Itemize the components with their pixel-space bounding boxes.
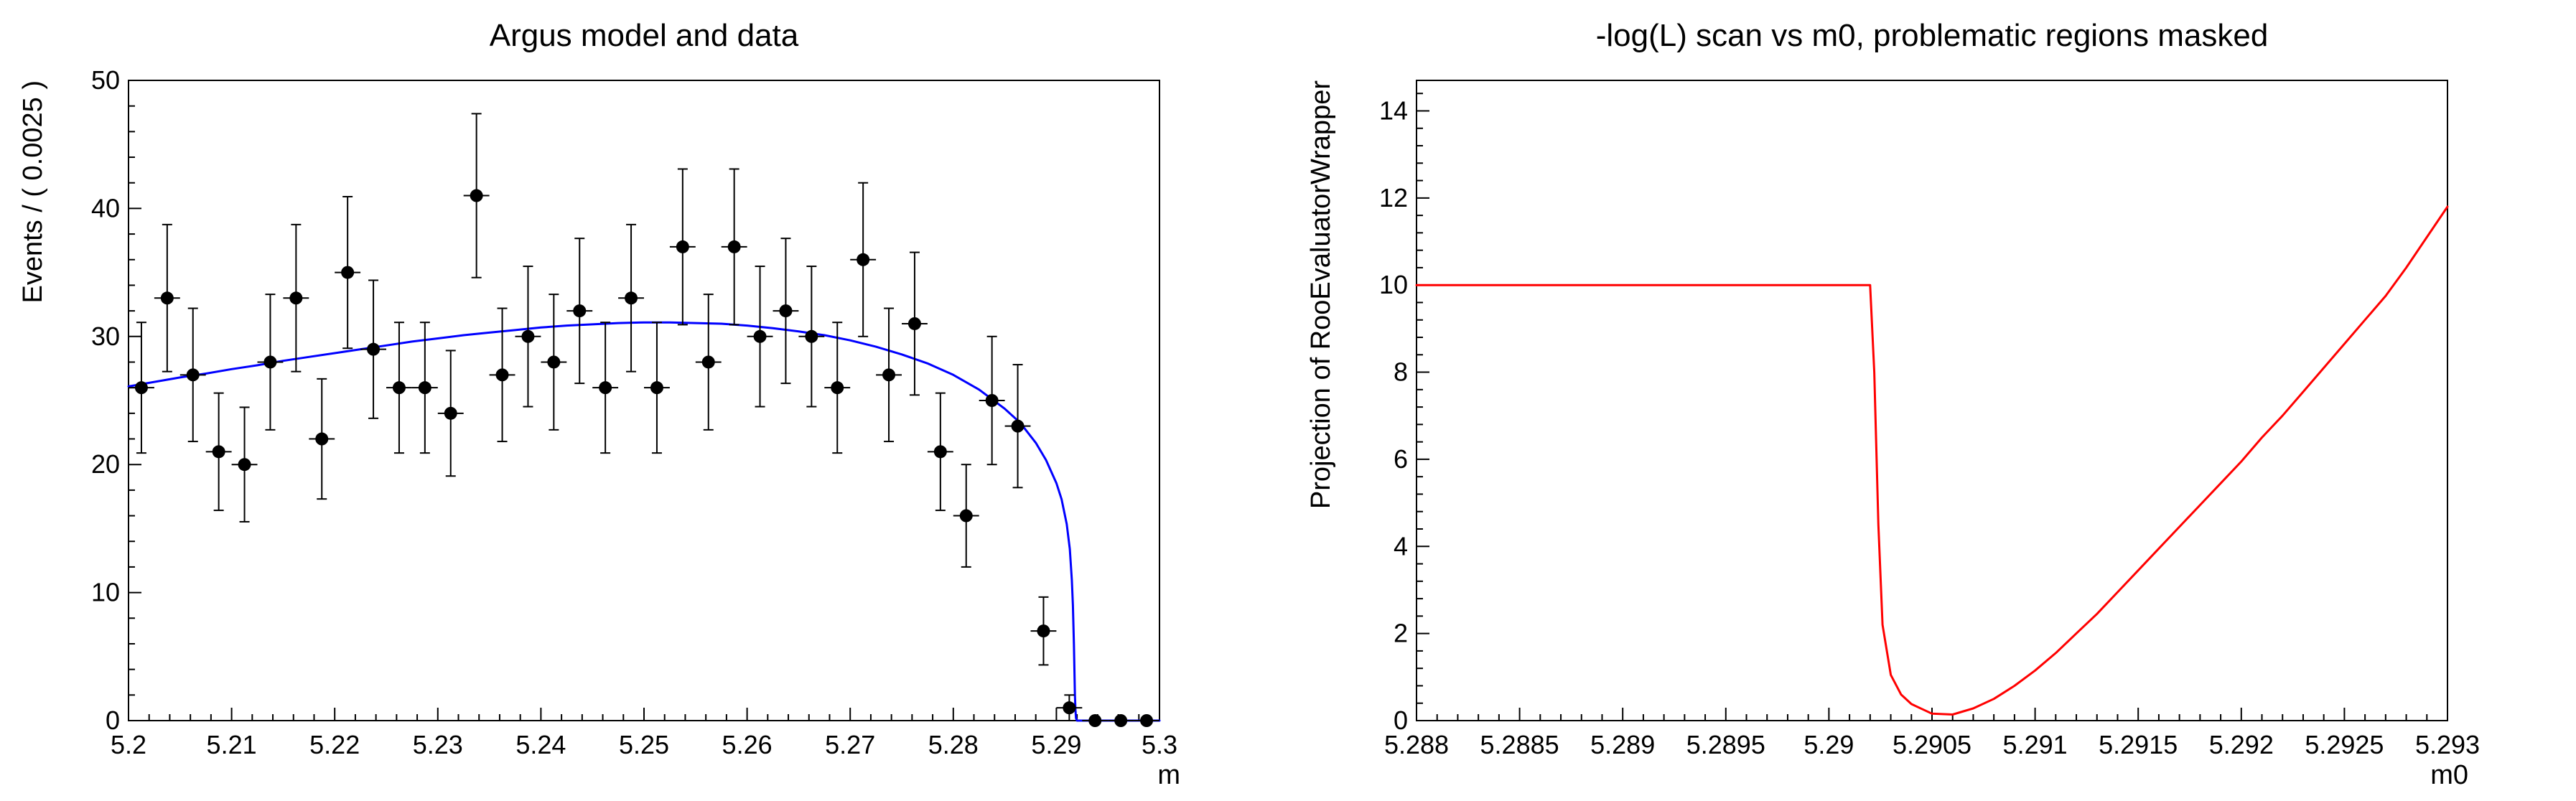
y-tick-label: 40: [91, 193, 120, 222]
y-tick-label: 4: [1394, 531, 1408, 561]
data-point-marker: [882, 368, 896, 382]
data-point-marker: [1114, 714, 1128, 727]
y-tick-label: 12: [1379, 183, 1408, 212]
y-tick-label: 2: [1394, 619, 1408, 648]
y-axis-title: Projection of RooEvaluatorWrapper: [1306, 80, 1336, 509]
x-tick-label: 5.2925: [2305, 730, 2384, 759]
curve-layer: [127, 321, 1161, 722]
y-tick-label: 50: [91, 65, 120, 95]
data-point-marker: [341, 266, 355, 279]
x-tick-label: 5.3: [1142, 730, 1177, 759]
x-tick-label: 5.293: [2415, 730, 2480, 759]
data-point-marker: [907, 317, 921, 330]
pad-nll-scan: -log(L) scan vs m0, problematic regions …: [1288, 0, 2576, 801]
data-point-marker: [418, 381, 431, 395]
x-tick-label: 5.26: [722, 730, 773, 759]
data-point-marker: [495, 368, 509, 382]
data-point-marker: [573, 304, 587, 318]
data-point-marker: [650, 381, 663, 395]
data-point-marker: [367, 342, 381, 356]
y-tick-label: 6: [1394, 444, 1408, 474]
data-point-marker: [238, 458, 251, 472]
x-tick-label: 5.288: [1384, 730, 1449, 759]
x-tick-label: 5.289: [1590, 730, 1655, 759]
data-point-marker: [676, 240, 689, 253]
x-tick-label: 5.28: [928, 730, 979, 759]
x-tick-label: 5.29: [1031, 730, 1081, 759]
x-tick-label: 5.2905: [1893, 730, 1971, 759]
data-point-marker: [1063, 701, 1076, 715]
x-tick-label: 5.291: [2003, 730, 2068, 759]
y-tick-label: 10: [1379, 270, 1408, 299]
data-point-marker: [134, 381, 148, 395]
data-point-marker: [315, 432, 329, 446]
x-axis-title: m0: [2430, 760, 2468, 790]
y-tick-label: 20: [91, 449, 120, 479]
y-axis-title: Events / ( 0.0025 ): [18, 80, 48, 304]
x-tick-label: 5.2885: [1480, 730, 1559, 759]
data-point-marker: [444, 406, 457, 420]
plot-frame: [1416, 80, 2448, 721]
data-point-marker: [1088, 714, 1102, 727]
data-point-marker: [547, 355, 561, 369]
data-point-marker: [831, 381, 844, 395]
data-point-marker: [857, 253, 870, 266]
data-point-marker: [779, 304, 793, 318]
data-point-marker: [1037, 624, 1050, 638]
data-point-marker: [1140, 714, 1154, 727]
x-tick-label: 5.2: [111, 730, 146, 759]
argus-model-curve: [127, 321, 1161, 722]
data-point-marker: [805, 329, 818, 343]
chart-title: -log(L) scan vs m0, problematic regions …: [1596, 18, 2269, 53]
x-tick-label: 5.27: [825, 730, 875, 759]
data-point-marker: [263, 355, 277, 369]
data-point-marker: [289, 291, 303, 305]
y-tick-label: 0: [106, 706, 120, 735]
data-point-marker: [186, 368, 200, 382]
x-tick-label: 5.29: [1803, 730, 1854, 759]
curve-layer: [1415, 205, 2449, 716]
data-point-marker: [521, 329, 535, 343]
x-tick-label: 5.21: [207, 730, 257, 759]
x-tick-label: 5.23: [413, 730, 463, 759]
data-point-marker: [753, 329, 767, 343]
x-tick-label: 5.292: [2209, 730, 2274, 759]
x-tick-label: 5.2915: [2099, 730, 2178, 759]
chart-title: Argus model and data: [490, 18, 799, 53]
data-point-marker: [959, 509, 973, 523]
y-tick-label: 10: [91, 578, 120, 607]
data-point-marker: [727, 240, 741, 253]
data-point-marker: [470, 189, 483, 202]
data-point-marker: [392, 381, 406, 395]
x-axis-title: m: [1157, 760, 1180, 790]
data-point-marker: [160, 291, 174, 305]
x-tick-label: 5.2895: [1686, 730, 1765, 759]
y-tick-label: 30: [91, 322, 120, 351]
data-point-marker: [625, 291, 638, 305]
nll-scan-curve: [1415, 205, 2449, 716]
x-tick-label: 5.24: [515, 730, 566, 759]
argus-fit-plot: Argus model and data Events / ( 0.0025 )…: [18, 18, 1180, 790]
x-tick-label: 5.25: [619, 730, 669, 759]
axes: 5.288 5.2885 5.289 5.2895 5.29 5.2905 5.291 5.2…: [1379, 80, 2480, 759]
y-tick-label: 8: [1394, 357, 1408, 387]
data-point-marker: [701, 355, 715, 369]
nll-scan-plot: -log(L) scan vs m0, problematic regions …: [1306, 18, 2480, 790]
data-point-marker: [599, 381, 612, 395]
data-point-marker: [933, 445, 947, 459]
points-layer: [129, 113, 1159, 727]
axes: 5.2 5.21 5.22 5.23 5.24 5.25 5.26 5.27 5.28 5.29 5…: [91, 65, 1177, 759]
data-point-marker: [1011, 419, 1025, 433]
data-point-marker: [212, 445, 225, 459]
y-tick-label: 14: [1379, 95, 1408, 125]
x-tick-label: 5.22: [309, 730, 360, 759]
data-point-marker: [985, 394, 999, 407]
pad-argus-fit: Argus model and data Events / ( 0.0025 )…: [18, 18, 1180, 790]
y-tick-label: 0: [1394, 706, 1408, 735]
